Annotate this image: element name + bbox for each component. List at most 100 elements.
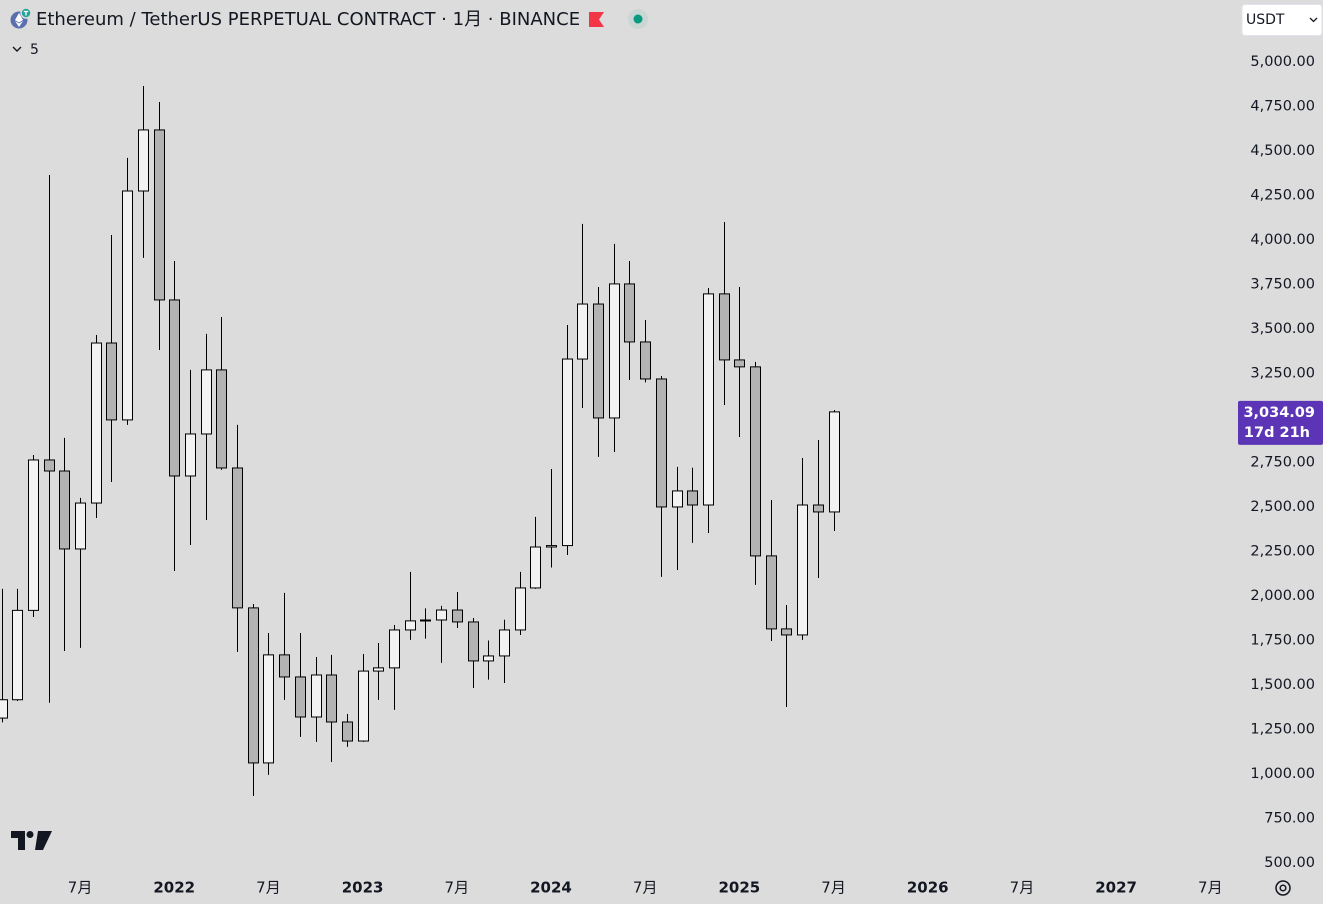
candle-body [169,299,180,477]
candle-body [624,283,635,343]
currency-label: USDT [1246,12,1285,28]
candle-body [28,459,39,611]
candle-body [436,609,447,621]
symbol-icon[interactable] [10,7,32,29]
candle-body [546,545,557,548]
candle-body [703,293,714,506]
candle-body [342,721,353,742]
candle-body [797,504,808,636]
candle-body [483,655,494,662]
x-tick-label: 7月 [1010,879,1035,897]
candle-body [326,674,337,723]
y-tick-label: 2,250.00 [1250,543,1315,559]
candle-body [44,459,55,472]
y-tick-label: 3,500.00 [1250,321,1315,337]
candle-body [232,467,243,609]
x-tick-label: 7月 [633,879,658,897]
y-tick-label: 4,750.00 [1250,98,1315,114]
x-tick-label: 2027 [1095,879,1137,897]
x-tick-label: 2023 [342,879,384,897]
candle-body [358,670,369,742]
y-tick-label: 500.00 [1264,855,1315,871]
indicator-count: 5 [30,42,39,58]
time-axis: 7月 2022 7月 2023 7月 2024 7月 2025 7月 2026 7月 2027 7月 [68,874,1223,897]
candle-body [295,676,306,718]
candle-body [609,283,620,419]
y-tick-label: 5,000.00 [1250,54,1315,70]
last-price-text: 3,034.09 [1243,405,1315,421]
candle-body [829,411,840,513]
candle-body [185,433,196,477]
tv-logo[interactable] [11,831,52,850]
x-tick-label: 2022 [153,879,195,897]
x-tick-label: 7月 [1198,879,1223,897]
candle-body [405,620,416,631]
x-tick-label: 7月 [821,879,846,897]
candle-body [687,490,698,506]
y-tick-label: 1,500.00 [1250,677,1315,693]
currency-selector[interactable]: USDT [1241,4,1323,36]
y-tick-label: 1,000.00 [1250,766,1315,782]
candle-body [468,621,479,662]
candle-body [138,129,149,192]
candle-body [201,369,212,435]
y-tick-label: 2,000.00 [1250,588,1315,604]
x-tick-label: 7月 [68,879,93,897]
y-tick-label: 2,750.00 [1250,454,1315,470]
candle-body [248,607,259,764]
y-tick-label: 3,750.00 [1250,276,1315,292]
candle-body [530,546,541,589]
candle-body [766,555,777,630]
candle-body [59,470,70,550]
candle-body [389,629,400,669]
candle-body [734,359,745,368]
candle-body [515,587,526,631]
candle-body [154,129,165,301]
chart-title: Ethereum / TetherUS PERPETUAL CONTRACT ·… [36,9,580,30]
candle-body [420,619,431,622]
x-tick-label: 2026 [907,879,949,897]
candle-body [499,629,510,657]
y-tick-label: 3,250.00 [1250,365,1315,381]
last-price-label: 3,034.09 17d 21h [1238,400,1323,445]
candle-body [91,342,102,504]
flag-icon[interactable] [589,12,604,27]
candle-body [750,366,761,557]
candle-body [719,293,730,361]
candle-body [0,699,8,719]
candle-body [216,369,227,469]
y-tick-label: 4,500.00 [1250,143,1315,159]
candle-body [656,378,667,508]
y-tick-label: 1,250.00 [1250,721,1315,737]
candle-body [12,609,23,701]
candle-body [640,341,651,380]
x-tick-label: 2025 [718,879,760,897]
candle-body [577,303,588,360]
candle-body [593,303,604,419]
candle-body [562,358,573,547]
x-tick-label: 7月 [256,879,281,897]
candle-body [122,190,133,421]
y-tick-label: 4,000.00 [1250,232,1315,248]
candle-body [311,674,322,718]
candle-body [781,628,792,636]
candle-body [672,490,683,508]
candle-body [452,609,463,623]
market-status[interactable] [628,9,648,29]
candle-body [106,342,117,421]
candle-body [373,667,384,672]
candle-body [263,654,274,764]
countdown-text: 17d 21h [1244,425,1310,441]
last-price-box [1238,400,1323,445]
price-axis: 500.00 750.00 1,000.00 1,250.00 1,500.00 1,75… [1237,54,1323,871]
x-tick-label: 7月 [445,879,470,897]
x-tick-label: 2024 [530,879,572,897]
y-tick-label: 750.00 [1264,810,1315,826]
legend-toggle[interactable]: 5 [12,42,39,58]
y-tick-label: 2,500.00 [1250,499,1315,515]
candle-body [279,654,290,678]
y-tick-label: 4,250.00 [1250,187,1315,203]
settings-icon[interactable] [1275,880,1291,896]
candle-body [813,504,824,513]
